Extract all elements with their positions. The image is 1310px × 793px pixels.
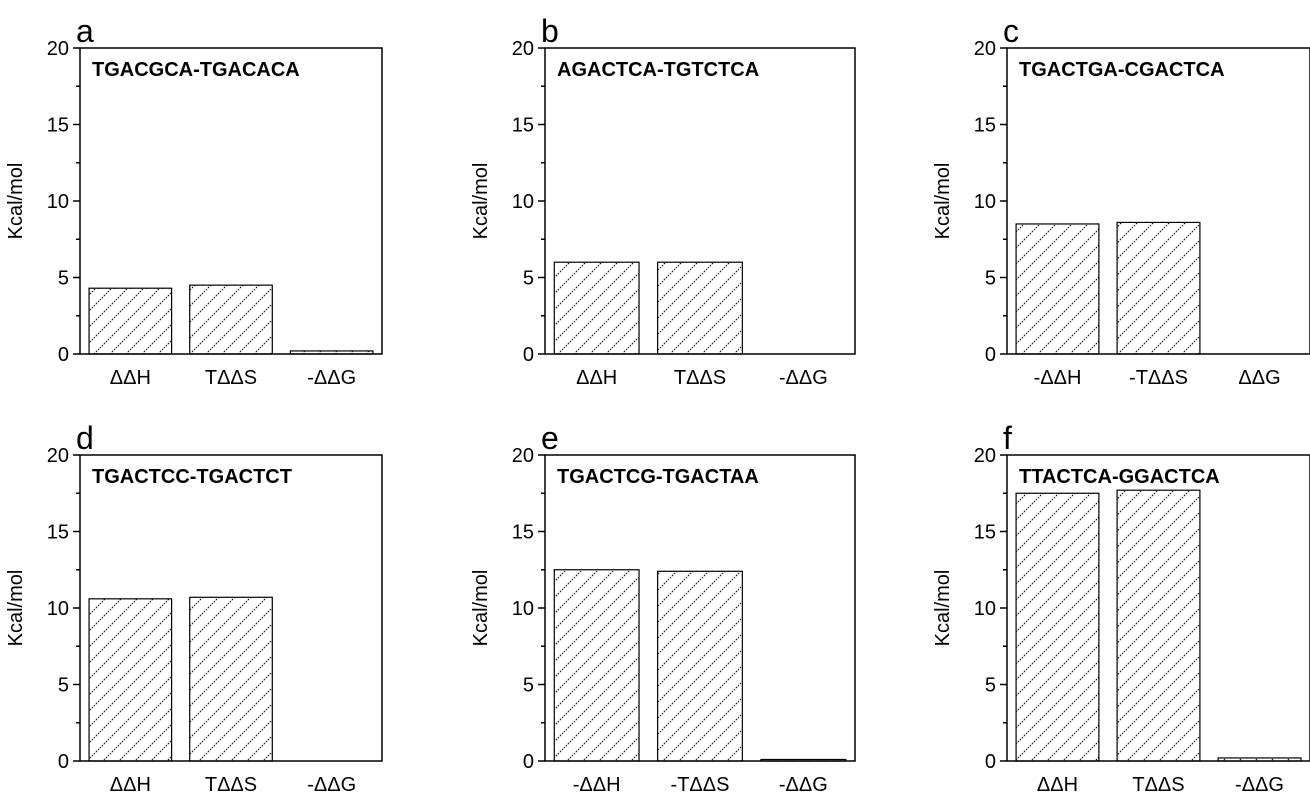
y-tick-label: 10 [512, 191, 534, 213]
y-tick-label: 15 [512, 522, 534, 544]
y-tick-label: 0 [523, 751, 534, 773]
category-label: TΔΔS [674, 367, 726, 389]
y-tick-label: 20 [47, 38, 69, 60]
bar-e-0 [553, 569, 640, 762]
bar-d-0 [88, 598, 173, 762]
category-label: TΔΔS [1132, 774, 1184, 793]
y-tick-label: 20 [512, 445, 534, 467]
y-tick-label: 20 [974, 445, 996, 467]
y-tick-label: 15 [47, 115, 69, 137]
category-label: -ΔΔG [1235, 774, 1284, 793]
y-axis-label: Kcal/mol [932, 570, 954, 647]
y-tick-label: 5 [523, 268, 534, 290]
category-label: -ΔΔH [1034, 367, 1082, 389]
y-axis-label: Kcal/mol [932, 163, 954, 240]
y-tick-label: 10 [974, 191, 996, 213]
y-tick-label: 20 [512, 38, 534, 60]
bar-b-1 [657, 261, 743, 355]
y-tick-label: 10 [512, 598, 534, 620]
category-label: ΔΔH [1037, 774, 1078, 793]
y-tick-label: 20 [47, 445, 69, 467]
y-tick-label: 0 [523, 344, 534, 366]
panel-title: TGACTCG-TGACTAA [557, 466, 759, 488]
panel-letter: d [76, 420, 94, 456]
y-tick-label: 5 [523, 675, 534, 697]
category-label: -ΔΔG [779, 774, 828, 793]
panel-letter: c [1003, 13, 1019, 49]
chart-panel-a: a ΔΔH TΔΔS -ΔΔG 0 5 10 15 20 Kcal/mol TGACGCA-TGAC… [5, 13, 383, 389]
chart-panel-f: f ΔΔH TΔΔS -ΔΔG 0 5 10 15 20 Kcal/mol TTACTCA-GGAC… [932, 420, 1310, 793]
y-tick-label: 0 [985, 344, 996, 366]
category-label: -TΔΔS [671, 774, 730, 793]
y-tick-label: 15 [974, 522, 996, 544]
bar-f-0 [1015, 492, 1100, 762]
chart-panel-c: c -ΔΔH -TΔΔS ΔΔG 0 5 10 15 20 Kcal/mol TGACTGA-CGA… [932, 13, 1310, 389]
panel-letter: f [1003, 420, 1012, 456]
category-label: ΔΔH [110, 367, 151, 389]
panel-title: TTACTCA-GGACTCA [1019, 466, 1220, 488]
y-axis-label: Kcal/mol [470, 163, 492, 240]
y-tick-label: 20 [974, 38, 996, 60]
y-tick-label: 10 [974, 598, 996, 620]
panel-title: TGACTGA-CGACTCA [1019, 59, 1225, 81]
chart-panel-e: e -ΔΔH -TΔΔS -ΔΔG 0 5 10 15 20 Kcal/mol TGACTCG-TG… [470, 420, 856, 793]
y-axis-label: Kcal/mol [470, 570, 492, 647]
panel-title: TGACGCA-TGACACA [92, 59, 300, 81]
y-tick-label: 15 [974, 115, 996, 137]
panel-letter: b [541, 13, 559, 49]
y-tick-label: 15 [512, 115, 534, 137]
category-label: -ΔΔG [307, 367, 356, 389]
chart-panel-b: b ΔΔH TΔΔS -ΔΔG 0 5 10 15 20 Kcal/mol AGACTCA-TGTC… [470, 13, 856, 389]
y-tick-label: 5 [985, 675, 996, 697]
y-tick-label: 5 [58, 268, 69, 290]
panel-letter: e [541, 420, 559, 456]
bar-c-0 [1015, 223, 1100, 355]
y-axis-label: Kcal/mol [5, 163, 27, 240]
bar-c-1 [1116, 221, 1201, 355]
y-tick-label: 15 [47, 522, 69, 544]
category-label: ΔΔH [576, 367, 617, 389]
category-label: ΔΔG [1238, 367, 1280, 389]
bar-d-1 [189, 596, 273, 762]
category-label: -ΔΔG [307, 774, 356, 793]
y-tick-label: 0 [985, 751, 996, 773]
y-tick-label: 0 [58, 751, 69, 773]
chart-panel-d: d ΔΔH TΔΔS -ΔΔG 0 5 10 15 20 Kcal/mol TGACTCC-TGAC… [5, 420, 383, 793]
y-axis-label: Kcal/mol [5, 570, 27, 647]
y-tick-label: 10 [47, 191, 69, 213]
panel-letter: a [76, 13, 94, 49]
category-label: -ΔΔH [573, 774, 621, 793]
category-label: ΔΔH [110, 774, 151, 793]
bar-a-1 [189, 284, 273, 355]
bar-b-0 [553, 261, 640, 355]
bar-a-0 [88, 287, 173, 355]
category-label: TΔΔS [205, 774, 257, 793]
bar-e-1 [657, 570, 743, 762]
y-tick-label: 5 [58, 675, 69, 697]
y-tick-label: 0 [58, 344, 69, 366]
y-tick-label: 5 [985, 268, 996, 290]
category-label: -ΔΔG [779, 367, 828, 389]
y-tick-label: 10 [47, 598, 69, 620]
panel-title: AGACTCA-TGTCTCA [557, 59, 759, 81]
category-label: -TΔΔS [1129, 367, 1188, 389]
bar-f-1 [1116, 489, 1201, 762]
category-label: TΔΔS [205, 367, 257, 389]
panel-title: TGACTCC-TGACTCT [92, 466, 292, 488]
